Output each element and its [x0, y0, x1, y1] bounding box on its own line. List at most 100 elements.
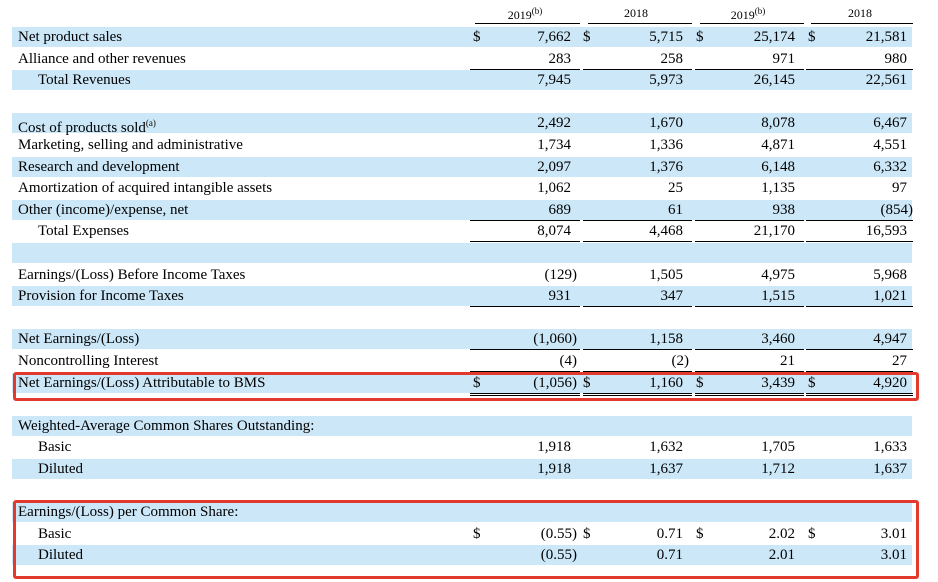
cell-value: 21: [780, 353, 795, 369]
row-label: Total Revenues: [38, 70, 131, 90]
currency-sign: $: [808, 374, 816, 391]
cell-value: 1,062: [537, 180, 571, 197]
cell-value: 3,460: [761, 331, 795, 348]
row-stripe: [12, 329, 912, 350]
cell-value: 1,705: [761, 439, 795, 456]
cell-value: 26,145: [753, 72, 795, 89]
currency-sign: $: [808, 525, 816, 542]
cell-value: 1,135: [761, 180, 795, 197]
underline: [695, 241, 804, 243]
cell-value: 4,947: [873, 331, 907, 348]
cell-value: 3,439: [761, 374, 795, 391]
currency-sign: $: [473, 29, 481, 45]
cell-value: 1,160: [649, 374, 683, 391]
cell-value: 2.01: [768, 547, 795, 564]
cell-value: (2): [671, 353, 690, 369]
underline: [583, 306, 692, 308]
cell-value: 3.01: [880, 547, 907, 564]
cell-value: 1,336: [649, 137, 683, 153]
row-stripe: [12, 113, 912, 134]
cell-value: 1,021: [873, 288, 907, 305]
cell-value: 5,973: [649, 72, 683, 89]
row-label: Provision for Income Taxes: [18, 286, 184, 306]
cell-value: 1,376: [649, 158, 683, 175]
label-text: Earnings/(Loss) per Common Share:: [18, 504, 239, 521]
row-stripe: [12, 415, 912, 436]
year: 2018: [848, 6, 872, 20]
cell-value: 97: [892, 180, 907, 197]
row-label: Noncontrolling Interest: [18, 351, 158, 371]
header-rule: [475, 23, 580, 24]
row-stripe: [12, 27, 912, 47]
cell-value: 7,662: [537, 29, 571, 45]
cell-value: 1,918: [537, 461, 571, 477]
cell-value: 938: [772, 201, 796, 218]
underline: [695, 219, 804, 221]
cell-value: 22,561: [865, 72, 907, 89]
label-text: Research and development: [18, 158, 180, 175]
row-stripe: [12, 243, 912, 263]
cell-value: 21,581: [865, 29, 907, 45]
cell-value: 931: [548, 288, 572, 305]
underline: [695, 306, 804, 308]
row-label: Basic: [38, 524, 71, 544]
cell-value: 4,468: [649, 223, 683, 240]
label-text: Basic: [38, 439, 72, 456]
column-header: 2019(b): [698, 6, 798, 23]
cell-value: 8,078: [761, 115, 795, 132]
currency-sign: $: [696, 29, 704, 45]
underline: [583, 219, 692, 221]
cell-value: 1,734: [537, 137, 571, 153]
row-stripe: [12, 156, 912, 177]
cell-value: 1,712: [761, 461, 795, 477]
label-text: Diluted: [38, 461, 83, 477]
row-label: Cost of products sold(a): [18, 113, 156, 138]
underline: [695, 68, 804, 70]
highlight-box: [13, 500, 919, 579]
cell-value: 5,715: [649, 29, 683, 45]
cell-value: 4,920: [873, 374, 907, 391]
cell-value: 1,632: [649, 439, 683, 456]
underline: [806, 371, 913, 372]
row-label: Other (income)/expense, net: [18, 200, 188, 220]
cell-value: 4,871: [761, 137, 795, 153]
footnote-mark: (b): [754, 6, 766, 16]
cell-value: 1,633: [873, 439, 907, 456]
label-text: Net product sales: [18, 29, 123, 45]
column-header: 2018: [810, 6, 910, 21]
label-text: Earnings/(Loss) Before Income Taxes: [18, 266, 246, 283]
row-label: Net Earnings/(Loss): [18, 329, 139, 349]
row-stripe: [12, 372, 912, 393]
header-rule: [588, 23, 692, 24]
underline: [470, 241, 580, 243]
label-text: Cost of products sold: [18, 120, 146, 137]
cell-value: 6,467: [873, 115, 907, 132]
underline: [583, 394, 692, 396]
currency-sign: $: [808, 29, 816, 45]
highlight-box: [13, 372, 919, 401]
row-stripe: [12, 459, 912, 479]
label-text: Total Expenses: [38, 223, 130, 240]
underline: [806, 394, 913, 396]
row-label: Marketing, selling and administrative: [18, 135, 243, 155]
underline: [583, 241, 692, 243]
cell-value: (0.55): [540, 525, 577, 542]
row-label: Weighted-Average Common Shares Outstandi…: [18, 416, 314, 436]
row-label: Basic: [38, 437, 71, 457]
cell-value: 0.71: [656, 525, 683, 542]
cell-value: 347: [660, 288, 684, 305]
cell-value: 1,158: [649, 331, 683, 348]
cell-value: 21,170: [753, 223, 795, 240]
footnote-mark: (a): [145, 118, 156, 129]
year: 2019: [730, 8, 755, 22]
currency-sign: $: [696, 525, 704, 542]
column-header: 2019(b): [475, 6, 575, 23]
row-label: Earnings/(Loss) Before Income Taxes: [18, 265, 245, 285]
year: 2019: [507, 8, 532, 22]
cell-value: (129): [544, 266, 578, 283]
row-label: Earnings/(Loss) per Common Share:: [18, 502, 238, 522]
row-stripe: [12, 545, 912, 566]
label-text: Net Earnings/(Loss) Attributable to BMS: [18, 374, 266, 391]
cell-value: 25: [668, 180, 683, 197]
